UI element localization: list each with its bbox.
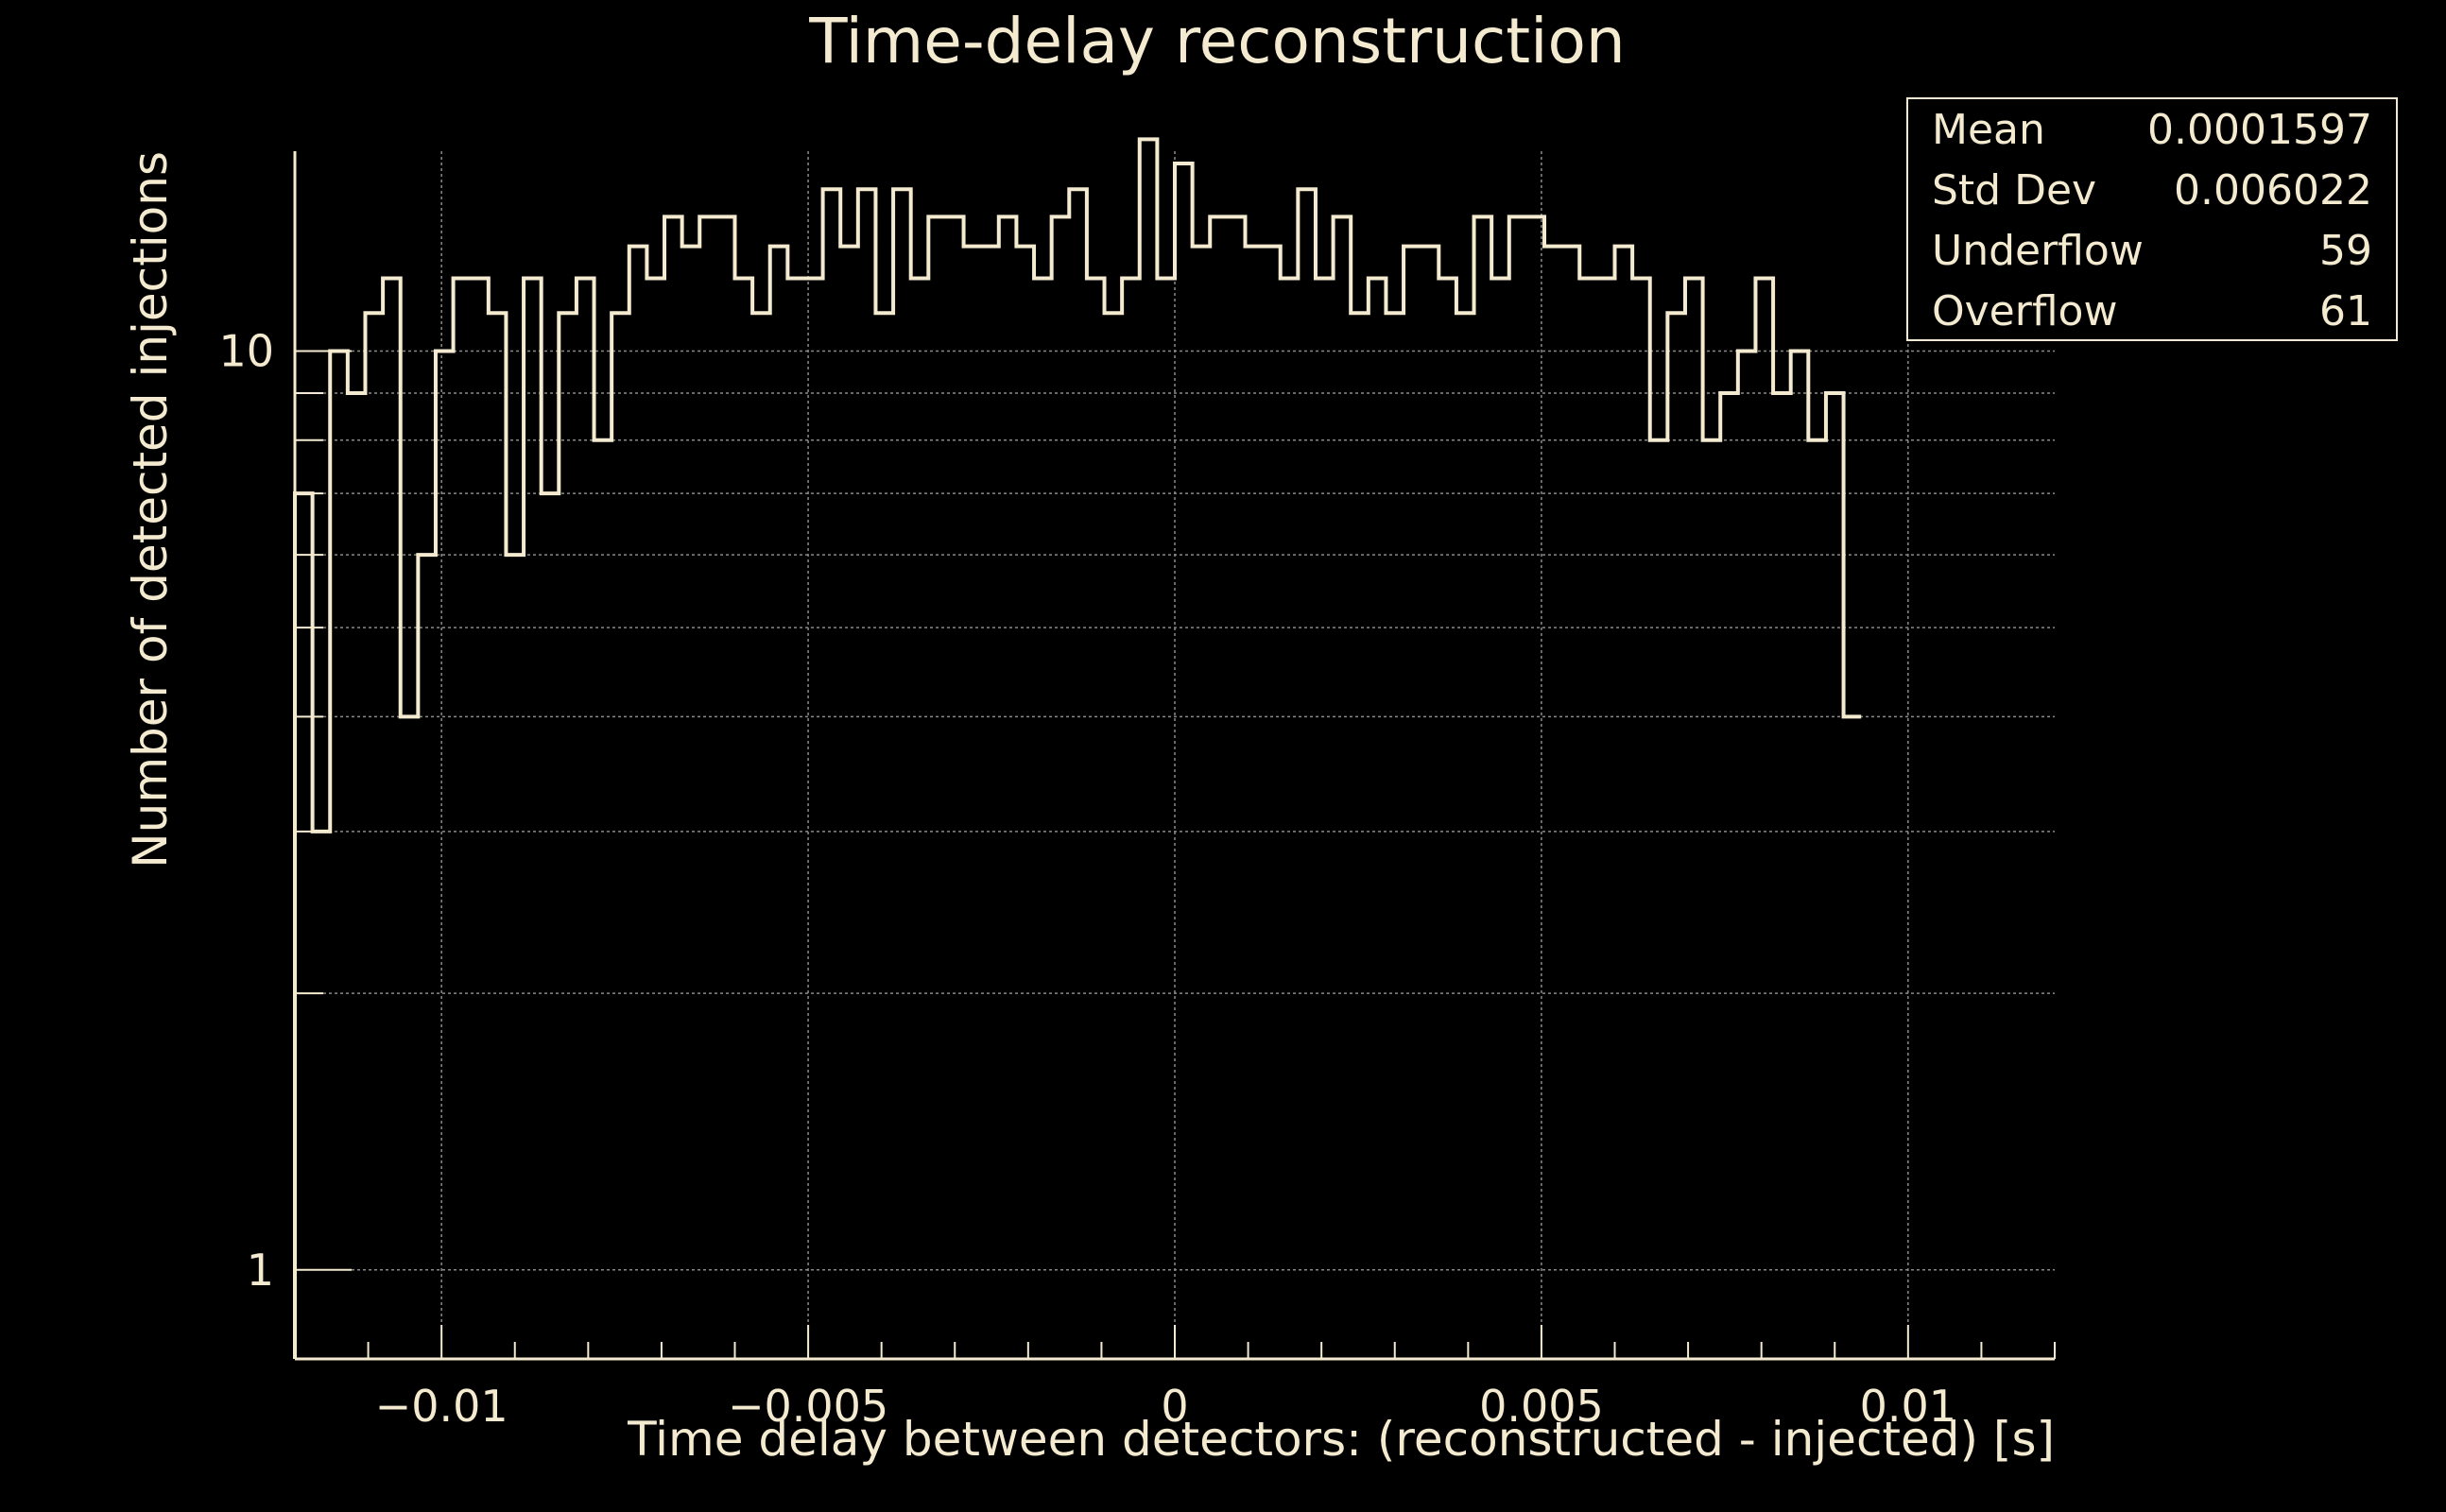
stat-label: Overflow (1932, 287, 2117, 335)
y-tick-label: 1 (247, 1245, 274, 1296)
x-tick-label: −0.01 (375, 1381, 508, 1432)
stat-value: 0.0001597 (2147, 106, 2372, 154)
statistics-box: Mean 0.0001597 Std Dev 0.006022 Underflow 59 O… (1906, 97, 2398, 341)
grid-lines (295, 151, 2055, 1359)
stat-value: 61 (2319, 287, 2372, 335)
x-axis-ticks: −0.01 −0.005 0 0.005 0.01 (294, 1325, 2056, 1432)
stat-value: 0.006022 (2174, 166, 2372, 215)
stat-label: Mean (1932, 106, 2045, 154)
x-tick-label: 0.005 (1479, 1381, 1604, 1432)
statistics-box-frame (1906, 97, 2398, 341)
histogram-line (293, 137, 1862, 1359)
stat-label: Std Dev (1932, 166, 2096, 215)
x-axis-label: Time delay between detectors: (reconstru… (627, 1412, 2055, 1467)
y-tick-label: 10 (218, 325, 274, 376)
chart-title: Time-delay reconstruction (808, 5, 1625, 77)
y-axis-label: Number of detected injections (123, 151, 178, 868)
x-tick-label: −0.005 (728, 1381, 888, 1432)
stat-value: 59 (2319, 227, 2372, 275)
x-tick-label: 0 (1161, 1381, 1188, 1432)
x-tick-label: 0.01 (1860, 1381, 1956, 1432)
stat-label: Underflow (1932, 227, 2144, 275)
